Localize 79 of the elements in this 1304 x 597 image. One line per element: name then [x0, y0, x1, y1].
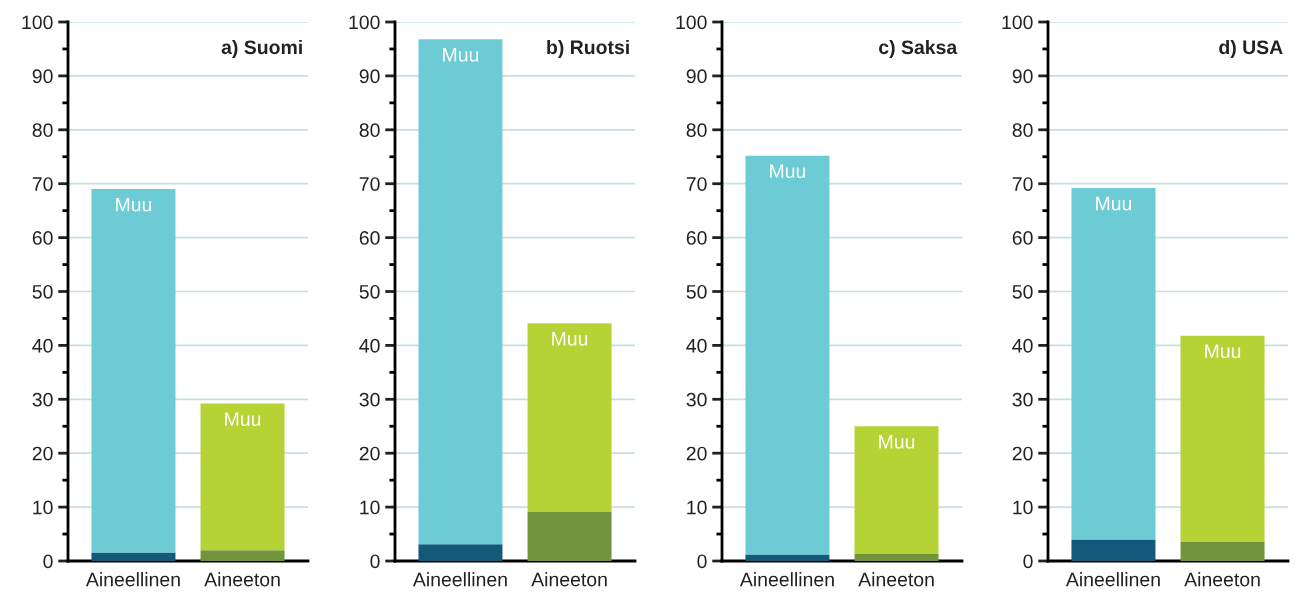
y-tick-label: 90 — [32, 69, 53, 84]
y-tick-label: 20 — [686, 446, 707, 461]
y-tick-label: 0 — [43, 554, 53, 569]
y-tick-label: 50 — [686, 284, 707, 299]
y-tick-label: 90 — [359, 69, 380, 84]
x-tick-label: Aineeton — [204, 572, 280, 587]
y-tick-label: 60 — [686, 231, 707, 245]
y-tick-label: 60 — [359, 231, 380, 245]
bar — [200, 403, 285, 551]
y-tick-label: 100 — [22, 15, 53, 30]
y-tick-label: 30 — [686, 392, 707, 407]
bar — [527, 323, 612, 512]
y-tick-label: 10 — [1013, 500, 1033, 515]
y-tick-label: 20 — [359, 446, 380, 461]
bar — [1180, 335, 1265, 542]
y-tick-label: 100 — [349, 15, 380, 30]
y-tick-label: 50 — [32, 284, 53, 299]
y-tick-label: 40 — [32, 338, 53, 353]
y-tick-label: 80 — [686, 123, 707, 138]
x-tick-label: Aineellinen — [85, 572, 180, 587]
series-label: Muu — [1096, 196, 1132, 211]
series-label: Muu — [443, 48, 479, 62]
x-tick-label: Aineeton — [1184, 572, 1260, 587]
y-tick-label: 20 — [1012, 446, 1033, 461]
y-tick-label: 10 — [360, 500, 380, 515]
y-tick-label: 60 — [32, 231, 53, 245]
bar — [91, 189, 176, 553]
bar — [854, 553, 939, 561]
y-tick-label: 30 — [1012, 392, 1033, 407]
text: c) Saksa — [879, 39, 958, 59]
bar — [200, 550, 285, 561]
bar — [745, 554, 830, 561]
series-label: Muu — [770, 164, 806, 179]
bar — [854, 426, 939, 554]
x-tick-label: Aineellinen — [1065, 572, 1160, 587]
y-tick-label: 60 — [1012, 231, 1033, 245]
y-tick-label: 20 — [32, 446, 53, 461]
y-tick-label: 50 — [1012, 284, 1033, 299]
bar — [418, 544, 503, 561]
y-tick-label: 10 — [33, 500, 53, 515]
y-tick-label: 80 — [1012, 123, 1033, 138]
y-tick-label: 80 — [32, 123, 53, 138]
x-tick-label: Aineeton — [531, 572, 607, 587]
y-tick-label: 30 — [32, 392, 53, 407]
y-tick-label: 50 — [359, 284, 380, 299]
y-tick-label: 70 — [32, 177, 53, 191]
y-tick-label: 70 — [686, 177, 707, 191]
text: d) USA — [1219, 39, 1283, 59]
text: Muu — [552, 332, 588, 346]
x-tick-label: Aineellinen — [739, 572, 834, 587]
y-tick-label: 10 — [687, 500, 707, 515]
x-tick-label: Aineellinen — [412, 572, 507, 587]
series-label: Muu — [116, 197, 152, 212]
bar — [527, 511, 612, 561]
y-tick-label: 70 — [359, 177, 380, 191]
y-tick-label: 40 — [359, 338, 380, 353]
y-tick-label: 40 — [686, 338, 707, 353]
bar — [1071, 188, 1156, 540]
y-tick-label: 0 — [370, 554, 380, 569]
y-tick-label: 90 — [1012, 69, 1033, 84]
y-tick-label: 30 — [359, 392, 380, 407]
bar — [1180, 541, 1265, 561]
y-tick-label: 100 — [1002, 15, 1033, 30]
text: Muu — [1205, 344, 1241, 359]
text: Muu — [225, 412, 261, 426]
y-tick-label: 70 — [1012, 177, 1033, 191]
y-tick-label: 90 — [686, 69, 707, 84]
y-tick-label: 0 — [697, 554, 707, 569]
bar — [91, 552, 176, 561]
y-tick-label: 40 — [1012, 338, 1033, 353]
y-tick-label: 0 — [1023, 554, 1033, 569]
text: b) Ruotsi — [547, 39, 629, 59]
text: a) Suomi — [221, 39, 302, 59]
text: Muu — [879, 435, 915, 449]
bar — [1071, 539, 1156, 561]
y-tick-label: 100 — [676, 15, 707, 30]
bar — [745, 155, 830, 555]
x-tick-label: Aineeton — [858, 572, 934, 587]
y-tick-label: 80 — [359, 123, 380, 138]
